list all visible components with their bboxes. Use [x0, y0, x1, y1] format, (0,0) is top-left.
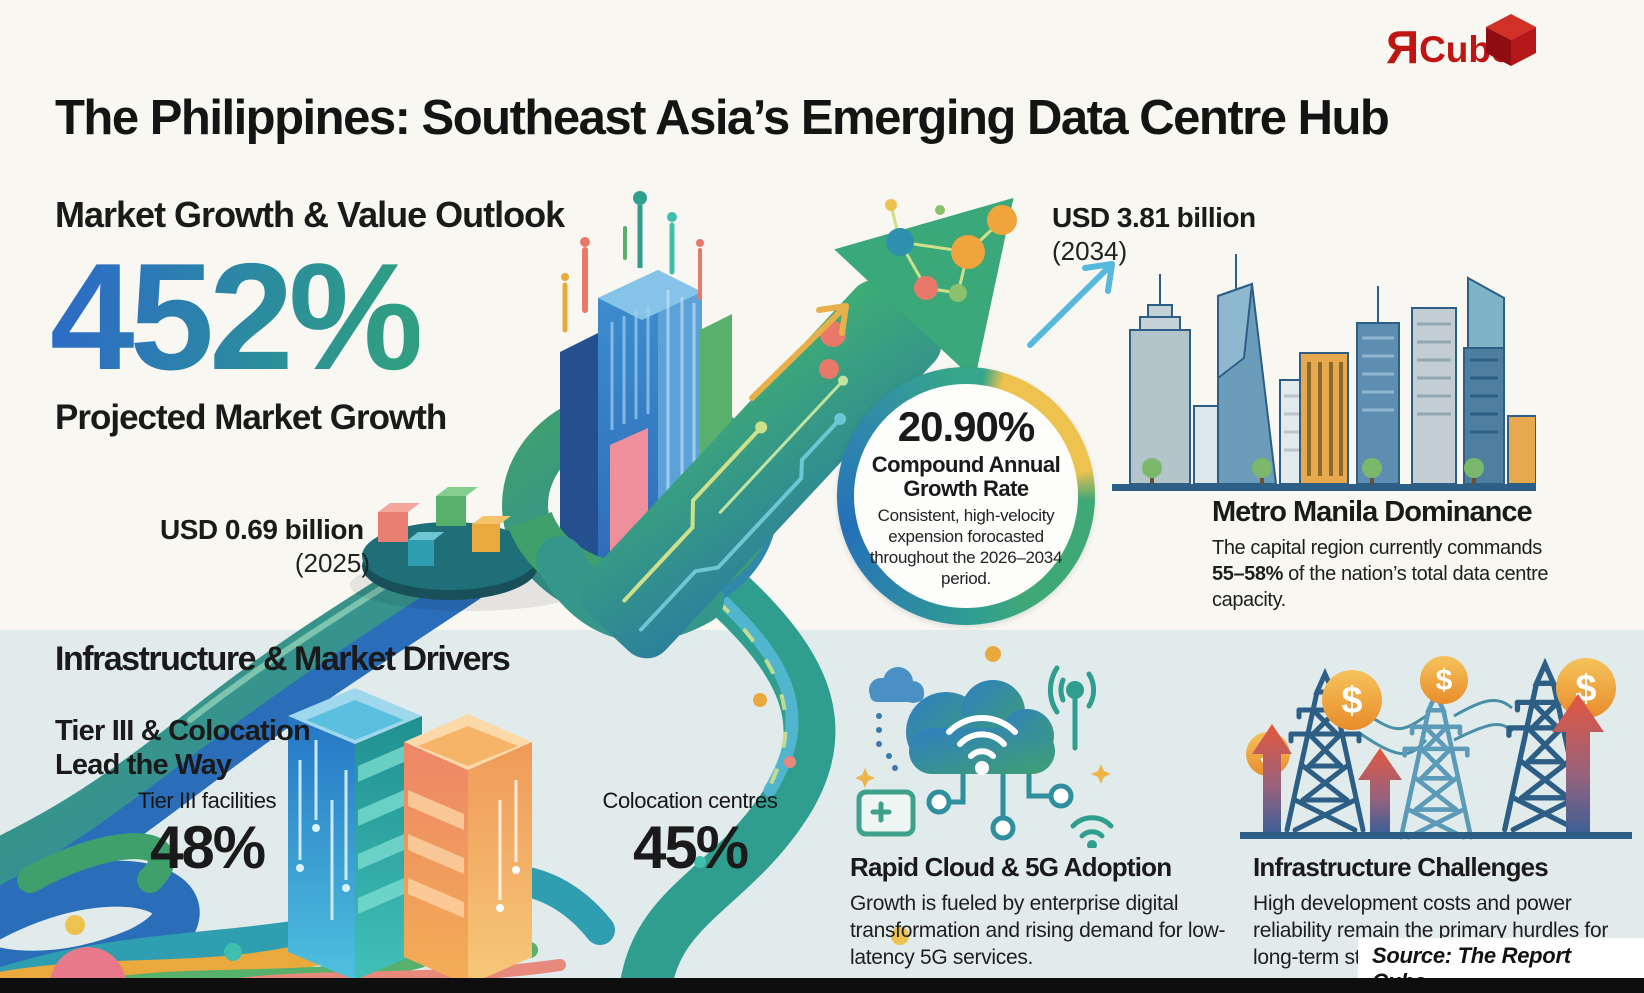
manila-body-stat: 55–58%: [1212, 563, 1283, 585]
circuit-connector: [949, 774, 1051, 816]
start-market-year: (2025): [294, 548, 370, 578]
infrastructure-section-heading: Infrastructure & Market Drivers: [55, 640, 511, 678]
manila-body-suffix: of the nation’s total data centre capaci…: [1212, 563, 1549, 611]
page-title: The Philippines: Southeast Asia’s Emergi…: [55, 91, 1390, 145]
manila-body-prefix: The capital region currently commands: [1212, 537, 1542, 559]
tablet-icon: [856, 789, 916, 837]
rain-cloud-icon: [869, 667, 924, 771]
up-arrow-icon: [749, 303, 849, 401]
cagr-label: Compound Annual Growth Rate: [871, 452, 1061, 501]
end-market-value: USD 3.81 billion: [1052, 202, 1256, 233]
wifi-icon: [946, 715, 1018, 759]
tier-stat-label: Tier III facilities: [137, 788, 277, 813]
tree-icon: [1142, 458, 1484, 484]
start-market-value: USD 0.69 billion: [160, 514, 364, 545]
sparkle-icon: [1091, 764, 1111, 784]
antenna-icon: [1047, 665, 1097, 751]
cloud-wifi-icon: [855, 646, 1114, 848]
bottom-border-bar: [0, 978, 1644, 993]
cloud-block-heading: Rapid Cloud & 5G Adoption: [850, 852, 1172, 882]
market-section-heading: Market Growth & Value Outlook: [55, 194, 565, 235]
transmission-tower-icon: $ $ $ $: [1240, 656, 1632, 842]
wave-decoration: [224, 943, 242, 961]
colocation-stat-label: Colocation centres: [602, 788, 778, 813]
brand-logo-r: Я: [1386, 21, 1420, 73]
manila-heading: Metro Manila Dominance: [1212, 496, 1533, 528]
brand-cube-icon: [1486, 14, 1536, 66]
manila-body: The capital region currently commands 55…: [1212, 535, 1574, 613]
colocation-stat-value: 45%: [632, 814, 749, 881]
end-market-year: (2034): [1052, 236, 1128, 266]
growth-arrow-icon: [579, 197, 1017, 659]
growth-percentage: 452%: [50, 232, 424, 402]
cloud-block-body: Growth is fueled by enterprise digital t…: [850, 892, 1226, 969]
colocation-stat: Colocation centres 45%: [575, 788, 805, 878]
tier-stat: Tier III facilities 48%: [118, 788, 296, 878]
growth-label: Projected Market Growth: [55, 398, 447, 437]
city-skyline-illustration: [1112, 254, 1536, 491]
wave-decoration: [891, 927, 909, 945]
skyline-baseline: [1112, 484, 1536, 491]
rising-cost-arrow-icon: [1252, 694, 1604, 832]
challenges-block-body: High development costs and power reliabi…: [1253, 892, 1609, 969]
tier-block-heading: Tier III & Colocation Lead the Way: [55, 715, 311, 781]
svg-text:$: $: [1436, 664, 1453, 697]
cagr-value: 20.90%: [897, 403, 1035, 450]
up-arrow-icon: [1027, 261, 1115, 348]
cagr-ring-inner: 20.90% Compound Annual Growth Rate Consi…: [854, 384, 1078, 608]
cube-stack-icon: [350, 487, 590, 611]
cagr-ring: 20.90% Compound Annual Growth Rate Consi…: [837, 367, 1095, 625]
pylon-baseline: [1240, 832, 1632, 839]
challenges-block-heading: Infrastructure Challenges: [1253, 852, 1549, 882]
tier-stat-value: 48%: [149, 814, 266, 881]
sparkle-icon: [855, 768, 875, 788]
wifi-icon: [1070, 815, 1114, 839]
server-tower-icon: [288, 688, 532, 985]
wave-decoration: [65, 915, 85, 935]
svg-text:$: $: [1341, 680, 1362, 722]
cagr-description: Consistent, high-velocity expension foro…: [869, 506, 1063, 588]
